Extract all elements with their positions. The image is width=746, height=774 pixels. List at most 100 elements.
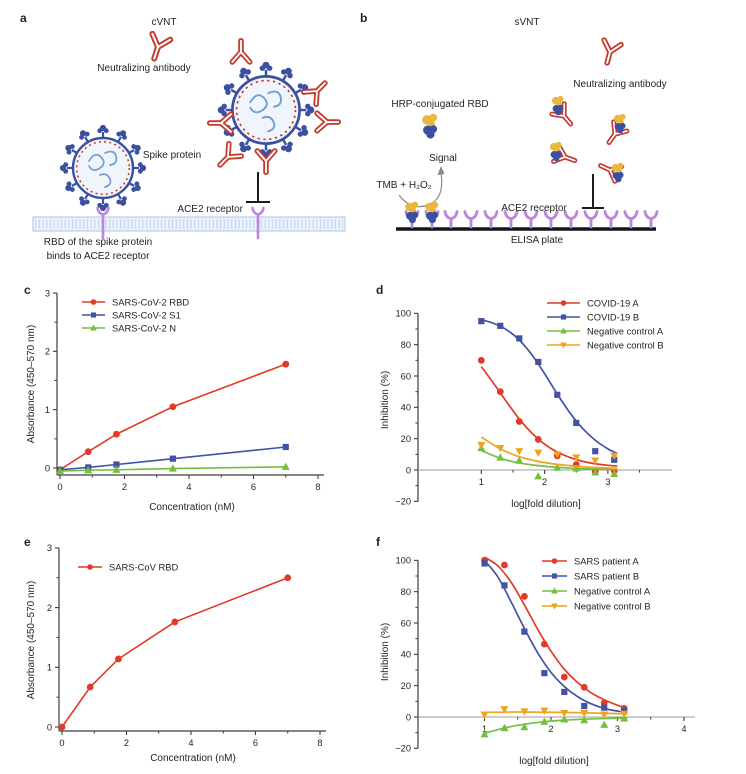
spike-protein-label: Spike protein (143, 150, 201, 161)
svg-text:Negative control A: Negative control A (587, 325, 664, 336)
chart-panel-e: 0 2 4 6 8 0 1 2 3 Concentration (nM) Absorbance (4… (26, 543, 326, 764)
svg-text:Negative control B: Negative control B (574, 600, 651, 611)
antibody-icon (145, 34, 170, 62)
svg-text:SARS patient A: SARS patient A (574, 555, 639, 566)
svg-text:2: 2 (45, 347, 50, 357)
svg-text:0: 0 (59, 738, 64, 748)
ace2-receptor-label: ACE2 receptor (177, 204, 243, 215)
svg-text:−20: −20 (395, 497, 411, 507)
tmb-label: TMB + H₂O₂ (376, 180, 431, 191)
svg-text:log[fold dilution]: log[fold dilution] (519, 756, 589, 767)
svg-text:2: 2 (122, 482, 127, 492)
antibody-icon (317, 113, 338, 131)
neutralizing-antibody-label: Neutralizing antibody (573, 79, 666, 90)
svg-text:Negative control B: Negative control B (587, 339, 664, 350)
svg-text:−20: −20 (395, 744, 411, 754)
chart-panel-d: 1 2 3 −20 0 20 40 60 80 100 log[fold dilution] Inhi… (380, 297, 672, 510)
antibody-icon (304, 77, 331, 104)
svg-text:40: 40 (401, 403, 411, 413)
svg-text:2: 2 (124, 738, 129, 748)
diagram-cvnt: cVNT Neutralizing antibody Spike protein… (32, 17, 346, 262)
svg-text:SARS-CoV-2 N: SARS-CoV-2 N (112, 322, 176, 333)
panel-label-d: d (376, 283, 384, 297)
svg-text:0: 0 (47, 722, 52, 732)
antibody-rbd-complex (602, 113, 626, 147)
svg-text:Inhibition (%): Inhibition (%) (380, 623, 391, 681)
svg-text:0: 0 (406, 465, 411, 475)
svg-text:SARS-CoV-2 S1: SARS-CoV-2 S1 (112, 309, 181, 320)
virus-icon (60, 125, 146, 211)
svg-text:60: 60 (401, 618, 411, 628)
svg-text:4: 4 (186, 482, 191, 492)
svg-text:40: 40 (401, 650, 411, 660)
svg-text:60: 60 (401, 371, 411, 381)
svg-text:Absorbance (450–570 nm): Absorbance (450–570 nm) (26, 581, 37, 699)
svg-text:Concentration (nM): Concentration (nM) (149, 502, 235, 513)
signal-label: Signal (429, 153, 457, 164)
svg-text:6: 6 (253, 738, 258, 748)
svg-text:20: 20 (401, 681, 411, 691)
chart-panel-f: 1 2 3 4 −20 0 20 40 60 80 100 log[fold dilution] Inh… (380, 555, 695, 767)
neutralizing-antibody-label: Neutralizing antibody (97, 63, 190, 74)
svg-text:0: 0 (45, 463, 50, 473)
svg-text:80: 80 (401, 340, 411, 350)
svg-text:4: 4 (681, 724, 686, 734)
svg-text:0: 0 (57, 482, 62, 492)
svg-text:SARS-CoV RBD: SARS-CoV RBD (109, 561, 179, 572)
svg-text:1: 1 (479, 477, 484, 487)
svg-text:6: 6 (251, 482, 256, 492)
svg-text:1: 1 (47, 663, 52, 673)
svg-text:2: 2 (542, 477, 547, 487)
panel-label-f: f (376, 535, 380, 549)
ace2-receptor-label: ACE2 receptor (501, 203, 567, 214)
svg-text:Concentration (nM): Concentration (nM) (150, 753, 236, 764)
svg-text:COVID-19 A: COVID-19 A (587, 297, 639, 308)
svnt-title: sVNT (515, 17, 540, 28)
chart-panel-c: 0 2 4 6 8 0 1 2 3 Concentration (nM) Absorbance (4… (26, 288, 324, 513)
svg-text:20: 20 (401, 434, 411, 444)
ace2-receptor-icon (96, 206, 110, 240)
svg-text:3: 3 (47, 543, 52, 553)
caption-line2: binds to ACE2 receptor (47, 251, 151, 262)
svg-text:Absorbance (450–570 nm): Absorbance (450–570 nm) (26, 325, 37, 443)
svg-text:8: 8 (315, 482, 320, 492)
svg-text:1: 1 (482, 724, 487, 734)
svg-text:2: 2 (47, 603, 52, 613)
antibody-icon (599, 40, 621, 65)
svg-text:0: 0 (406, 712, 411, 722)
svg-text:Negative control A: Negative control A (574, 585, 651, 596)
antibody-rbd-complex (597, 158, 623, 182)
svg-text:log[fold dilution]: log[fold dilution] (511, 499, 581, 510)
svg-text:COVID-19 B: COVID-19 B (587, 311, 639, 322)
panel-label-e: e (24, 535, 31, 549)
elisa-plate-label: ELISA plate (511, 235, 564, 246)
svg-text:100: 100 (395, 556, 411, 566)
hrp-rbd-label: HRP-conjugated RBD (391, 99, 488, 110)
svg-text:3: 3 (615, 724, 620, 734)
antibody-icon (210, 114, 231, 132)
panel-label-b: b (360, 11, 368, 25)
svg-text:2: 2 (548, 724, 553, 734)
inhibition-bar-icon (582, 174, 604, 209)
ace2-receptor-icon (251, 206, 265, 240)
svg-text:4: 4 (188, 738, 193, 748)
svg-text:100: 100 (395, 309, 411, 319)
antibody-icon (232, 41, 250, 62)
caption-line1: RBD of the spike protein (44, 237, 152, 248)
panel-label-c: c (24, 283, 31, 297)
antibody-icon (214, 144, 241, 171)
svg-text:3: 3 (605, 477, 610, 487)
svg-text:Inhibition (%): Inhibition (%) (380, 371, 391, 429)
svg-text:3: 3 (45, 288, 50, 298)
hrp-rbd-icon (422, 113, 438, 139)
virus-icon (218, 62, 315, 159)
panel-label-a: a (20, 11, 27, 25)
antibody-rbd-complex (549, 141, 578, 168)
antibody-rbd-complex (552, 95, 577, 129)
svg-text:SARS patient B: SARS patient B (574, 570, 639, 581)
svg-text:1: 1 (45, 405, 50, 415)
svg-text:8: 8 (317, 738, 322, 748)
cell-membrane (32, 216, 346, 232)
cvnt-title: cVNT (152, 17, 177, 28)
